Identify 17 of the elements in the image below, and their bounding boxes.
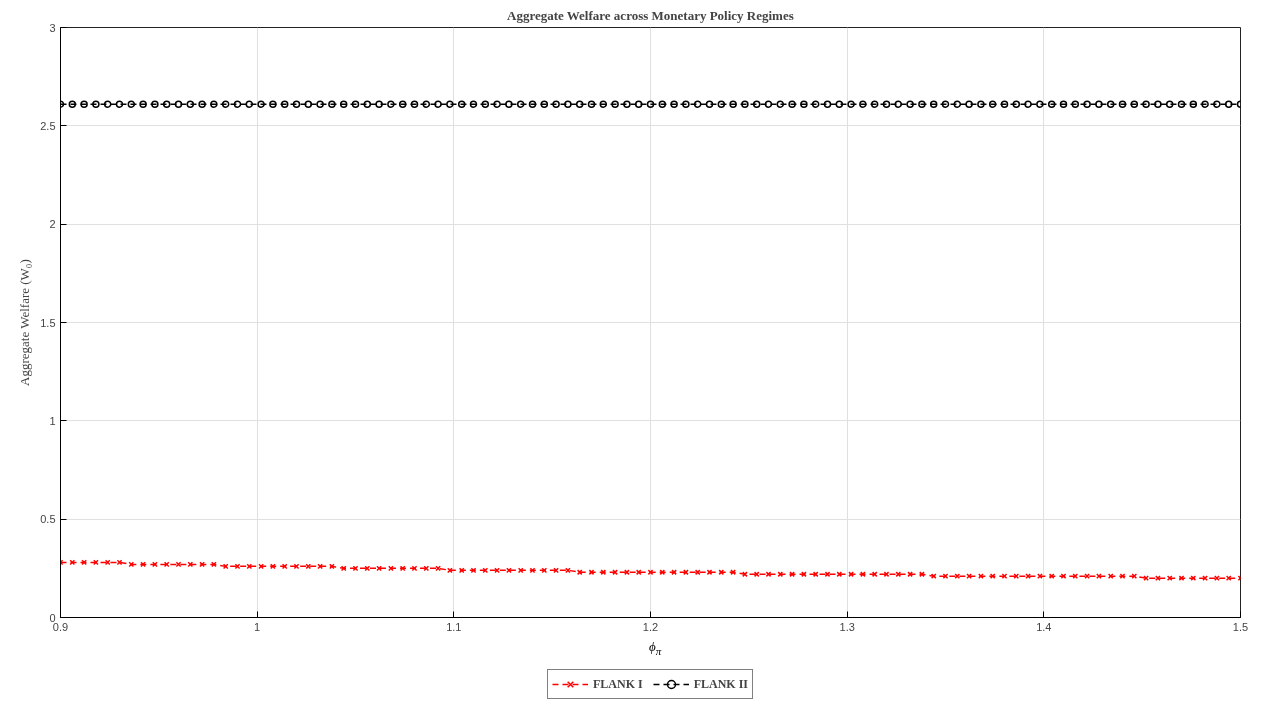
y-tick-label: 1 <box>49 414 56 427</box>
x-tick-label: 1.3 <box>839 620 855 633</box>
x-axis-title: ϕ$_{π}$ <box>648 638 662 659</box>
y-tick-label: 3 <box>49 21 56 34</box>
y-tick-label: 2 <box>49 218 56 231</box>
y-axis-title: Aggregate Welfare (W₀) <box>17 259 33 386</box>
legend-label: FLANK II <box>693 676 749 692</box>
y-tick-label: 1.5 <box>40 316 56 329</box>
x-tick-label: 1.4 <box>1036 620 1052 633</box>
y-tick-label: 0.5 <box>40 513 56 526</box>
x-tick-label: 1.2 <box>642 620 659 633</box>
y-tick-label: 2.5 <box>40 119 56 132</box>
x-tick-label: 1.1 <box>446 620 462 633</box>
legend-label: FLANK I <box>592 676 643 692</box>
chart-title: Aggregate Welfare across Monetary Policy Regimes <box>507 7 794 23</box>
x-tick-label: 1.5 <box>1232 620 1249 633</box>
x-tick-label: 1 <box>254 620 261 633</box>
